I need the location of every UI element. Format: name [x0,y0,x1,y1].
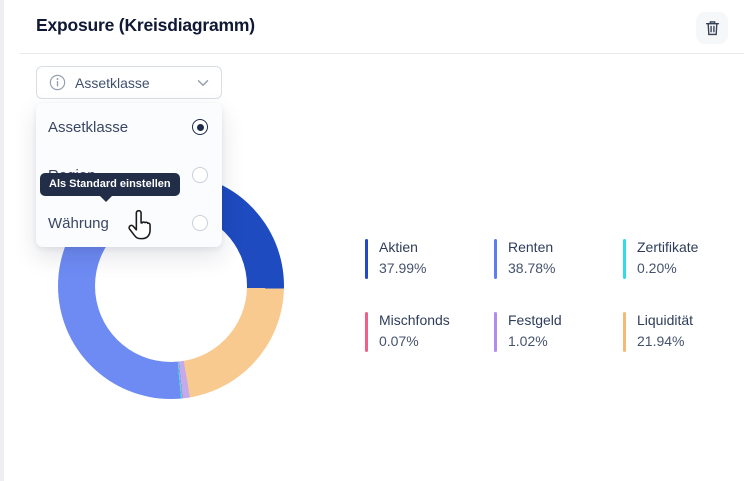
legend-color-bar [494,239,497,279]
menu-item-assetklasse[interactable]: Assetklasse [36,103,222,151]
legend-value: 21.94% [637,333,685,349]
legend-value: 38.78% [508,260,556,276]
legend-item-aktien: Aktien 37.99% [365,237,494,279]
legend-label: Zertifikate [637,239,699,255]
legend-item-mischfonds: Mischfonds 0.07% [365,310,494,352]
info-icon [49,74,66,91]
menu-item-waehrung[interactable]: Währung [36,199,222,247]
legend-item-renten: Renten 38.78% [494,237,623,279]
legend-label: Festgeld [508,312,562,328]
legend-label: Renten [508,239,554,255]
set-default-tooltip: Als Standard einstellen [40,173,180,202]
legend-item-festgeld: Festgeld 1.02% [494,310,623,352]
legend-color-bar [365,312,368,352]
legend-item-liquiditaet: Liquidität 21.94% [623,310,752,352]
chart-legend: Aktien 37.99% Renten 38.78% Zertifikate … [365,237,752,352]
radio-selected-icon[interactable] [192,119,208,135]
legend-color-bar [365,239,368,279]
menu-item-label: Währung [48,214,109,232]
radio-unselected-icon[interactable] [192,167,208,183]
menu-item-label: Assetklasse [48,118,129,136]
trash-icon [705,21,719,36]
legend-value: 1.02% [508,333,548,349]
grouping-dropdown[interactable]: Assetklasse [36,66,222,99]
dropdown-value: Assetklasse [75,74,150,91]
legend-color-bar [623,312,626,352]
chevron-down-icon [197,79,209,86]
page-title: Exposure (Kreisdiagramm) [36,15,255,35]
legend-value: 0.07% [379,333,419,349]
legend-label: Liquidität [637,312,694,328]
legend-label: Mischfonds [379,312,450,328]
legend-color-bar [623,239,626,279]
pointer-cursor-icon [128,210,151,240]
page-edge [0,0,4,481]
legend-item-zertifikate: Zertifikate 0.20% [623,237,752,279]
legend-color-bar [494,312,497,352]
legend-label: Aktien [379,239,418,255]
radio-unselected-icon[interactable] [192,215,208,231]
header-divider [20,53,744,54]
legend-value: 37.99% [379,260,427,276]
delete-button[interactable] [696,12,728,44]
legend-value: 0.20% [637,260,677,276]
